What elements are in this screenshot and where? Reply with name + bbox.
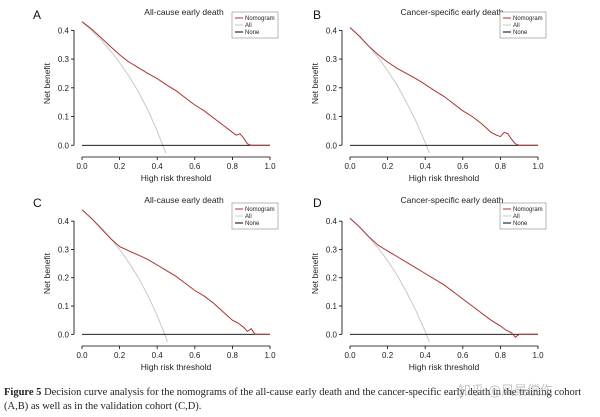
x-tick-label: 0.2 — [382, 351, 394, 360]
legend-box — [499, 11, 547, 39]
chart-title: Cancer-specific early death — [401, 7, 504, 17]
x-axis-label: High risk threshold — [409, 362, 480, 372]
x-tick-label: 0.8 — [495, 162, 507, 171]
legend-label-all: All — [245, 23, 252, 29]
y-tick-label: 0.3 — [58, 55, 70, 64]
y-tick-label: 0.3 — [326, 55, 338, 64]
x-tick-label: 0.4 — [420, 351, 432, 360]
x-tick-label: 0.0 — [344, 162, 356, 171]
legend-label-all: All — [513, 214, 520, 220]
chart-panel-c: C All-cause early death 0.0 0.2 0.4 0.6 0.8 1.0… — [33, 195, 279, 372]
x-tick-label: 0.8 — [227, 162, 239, 171]
legend-label-all: All — [245, 214, 252, 220]
series-line-all — [349, 217, 430, 342]
x-tick-label: 0.6 — [457, 351, 469, 360]
legend-label-none: None — [245, 30, 260, 36]
x-tick-label: 0.6 — [189, 162, 201, 171]
chart-panel-b: B Cancer-specific early death 0.0 0.2 0.4 0.6… — [310, 7, 547, 183]
series-line-all — [349, 27, 430, 153]
chart-title: All-cause early death — [144, 7, 224, 17]
x-tick-label: 0.8 — [495, 351, 507, 360]
panel-label: A — [33, 8, 41, 22]
panel-label: C — [33, 196, 42, 210]
y-axis-label: Net benefit — [310, 62, 320, 104]
x-axis-label: High risk threshold — [141, 173, 212, 183]
x-tick-label: 0.2 — [382, 162, 394, 171]
x-tick-label: 1.0 — [264, 351, 276, 360]
panel-label: D — [313, 196, 322, 210]
x-axis-label: High risk threshold — [141, 362, 212, 372]
x-tick-label: 0.4 — [420, 162, 432, 171]
y-tick-label: 0.2 — [58, 84, 70, 93]
panel-label: B — [313, 8, 321, 22]
x-tick-label: 0.0 — [76, 162, 88, 171]
y-tick-label: 0.1 — [326, 302, 338, 311]
y-axis-label: Net benefit — [310, 252, 320, 294]
legend-label-none: None — [513, 221, 528, 227]
series-line-nomogram — [349, 217, 538, 338]
y-tick-label: 0.0 — [58, 141, 70, 150]
x-tick-label: 0.0 — [344, 351, 356, 360]
y-tick-label: 0.0 — [326, 141, 338, 150]
legend-label-all: All — [513, 23, 520, 29]
legend-label-nomogram: Nomogram — [513, 207, 543, 213]
caption-text: Decision curve analysis for the nomogram… — [4, 387, 582, 412]
x-tick-label: 1.0 — [532, 162, 544, 171]
chart-panel-d: D Cancer-specific early death 0.0 0.2 0.4 0.6… — [310, 195, 547, 372]
caption-label: Figure 5 — [4, 387, 42, 398]
legend-label-nomogram: Nomogram — [245, 207, 275, 213]
series-line-nomogram — [349, 27, 538, 146]
x-tick-label: 0.8 — [227, 351, 239, 360]
x-tick-label: 0.6 — [457, 162, 469, 171]
x-tick-label: 0.0 — [76, 351, 88, 360]
legend-label-nomogram: Nomogram — [513, 16, 543, 22]
series-line-nomogram — [81, 209, 270, 335]
y-tick-label: 0.1 — [326, 113, 338, 122]
chart-title: All-cause early death — [144, 195, 224, 205]
y-tick-label: 0.2 — [326, 274, 338, 283]
y-tick-label: 0.4 — [58, 26, 70, 35]
y-tick-label: 0.4 — [326, 26, 338, 35]
x-tick-label: 0.2 — [114, 162, 126, 171]
series-line-all — [81, 209, 168, 342]
x-tick-label: 1.0 — [264, 162, 276, 171]
x-axis-label: High risk threshold — [409, 173, 480, 183]
chart-panel-a: A All-cause early death 0.0 0.2 0.4 0.6 0.8 1.0… — [33, 7, 279, 183]
y-tick-label: 0.2 — [58, 274, 70, 283]
x-tick-label: 1.0 — [532, 351, 544, 360]
y-tick-label: 0.2 — [326, 84, 338, 93]
legend-label-none: None — [513, 30, 528, 36]
x-tick-label: 0.4 — [152, 351, 164, 360]
y-tick-label: 0.3 — [58, 245, 70, 254]
legend-label-nomogram: Nomogram — [245, 16, 275, 22]
series-line-all — [81, 21, 167, 153]
y-tick-label: 0.1 — [58, 302, 70, 311]
x-tick-label: 0.6 — [189, 351, 201, 360]
y-tick-label: 0.4 — [326, 217, 338, 226]
y-tick-label: 0.1 — [58, 113, 70, 122]
y-tick-label: 0.4 — [58, 217, 70, 226]
x-tick-label: 0.4 — [152, 162, 164, 171]
figure-caption: Figure 5 Decision curve analysis for the… — [4, 386, 596, 414]
y-tick-label: 0.0 — [326, 330, 338, 339]
y-axis-label: Net benefit — [42, 252, 52, 294]
watermark: 知乎 @风景偿伤 — [458, 384, 554, 399]
series-line-nomogram — [81, 21, 270, 146]
chart-title: Cancer-specific early death — [401, 195, 504, 205]
legend-label-none: None — [245, 221, 260, 227]
y-tick-label: 0.0 — [58, 330, 70, 339]
y-axis-label: Net benefit — [42, 62, 52, 104]
y-tick-label: 0.3 — [326, 245, 338, 254]
x-tick-label: 0.2 — [114, 351, 126, 360]
